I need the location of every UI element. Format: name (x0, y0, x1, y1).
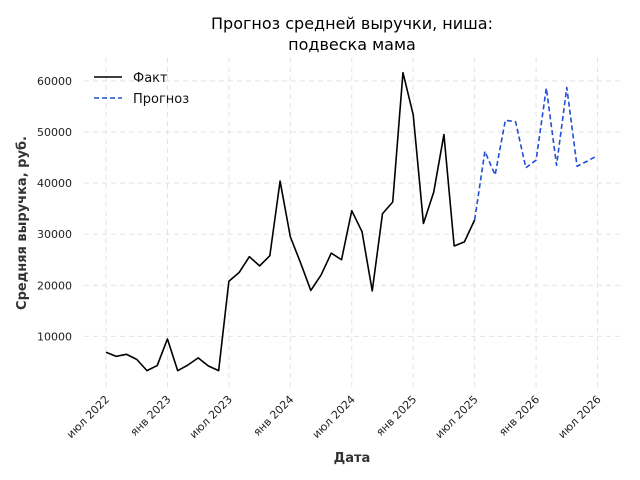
y-tick-label: 20000 (37, 279, 72, 292)
y-tick-label: 40000 (37, 177, 72, 190)
series-line-fact (105, 71, 476, 372)
x-tick-label: янв 2025 (374, 393, 420, 439)
y-axis-label: Средняя выручка, руб. (15, 136, 30, 310)
legend-label-fact: Факт (133, 71, 168, 86)
y-tick-label: 50000 (37, 126, 72, 139)
y-tick-label: 30000 (37, 228, 72, 241)
y-tick-label: 10000 (37, 330, 72, 343)
x-tick-label: июл 2024 (310, 393, 358, 441)
x-tick-label: июл 2023 (187, 393, 235, 441)
tick-labels: 10000 20000 30000 40000 50000 60000 июл 2022 ян… (37, 75, 604, 441)
x-tick-label: янв 2023 (128, 393, 174, 439)
legend: Факт Прогноз (94, 71, 189, 107)
series (105, 71, 598, 372)
x-axis-label: Дата (334, 451, 371, 466)
x-tick-label: янв 2024 (251, 393, 297, 439)
x-tick-label: июл 2026 (556, 393, 604, 441)
x-tick-label: янв 2026 (496, 393, 542, 439)
x-tick-label: июл 2022 (64, 393, 112, 441)
y-tick-label: 60000 (37, 75, 72, 88)
x-tick-label: июл 2025 (433, 393, 481, 441)
grid (84, 58, 622, 388)
legend-label-forecast: Прогноз (133, 92, 189, 107)
chart-title-line2: подвеска мама (288, 35, 416, 54)
chart-title-line1: Прогноз средней выручки, ниша: (211, 14, 493, 33)
series-line-forecast (473, 86, 598, 221)
